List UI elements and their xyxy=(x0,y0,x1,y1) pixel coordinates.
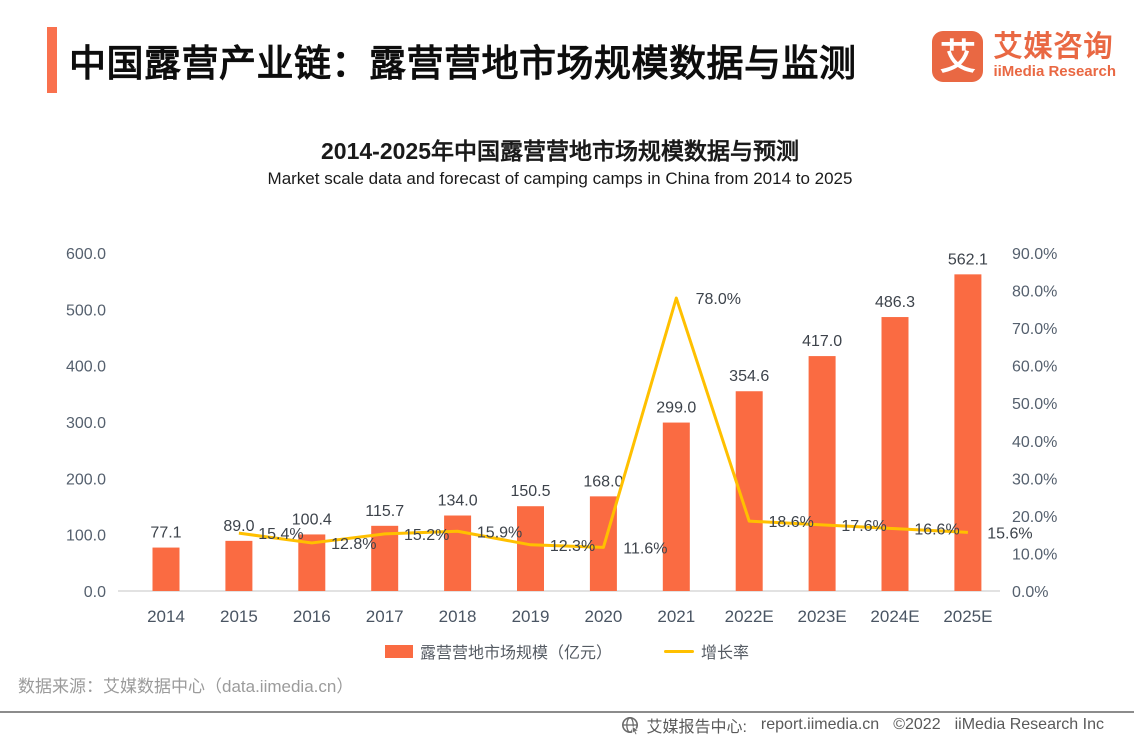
legend-item-market-scale: 露营营地市场规模（亿元） xyxy=(384,639,612,663)
growth-rate-label: 16.6% xyxy=(914,522,959,539)
bar-2023E xyxy=(808,356,836,591)
right-axis-tick: 80.0% xyxy=(1012,284,1057,301)
bar-value-label: 77.1 xyxy=(150,525,181,542)
bar-value-label: 562.1 xyxy=(948,251,988,268)
page-title: 中国露营产业链：露营营地市场规模数据与监测 xyxy=(69,43,857,84)
chart-title: 2014-2025年中国露营营地市场规模数据与预测 xyxy=(321,138,799,164)
growth-rate-label: 11.6% xyxy=(623,540,667,557)
x-axis-label: 2019 xyxy=(512,607,550,626)
growth-rate-label: 15.6% xyxy=(987,525,1032,542)
left-axis-tick: 600.0 xyxy=(66,246,106,263)
bar-2024E xyxy=(881,317,909,591)
bar-series-swatch xyxy=(384,644,413,658)
right-axis-tick: 70.0% xyxy=(1012,321,1057,338)
bar-value-label: 150.5 xyxy=(510,483,550,500)
growth-rate-label: 15.2% xyxy=(404,527,449,544)
iimedia-logo: 艾 艾媒咨询 iiMedia Research xyxy=(932,31,1116,82)
bar-2014 xyxy=(152,547,180,591)
right-axis-tick: 50.0% xyxy=(1012,396,1057,413)
left-axis-tick: 400.0 xyxy=(66,359,106,376)
left-axis-tick: 300.0 xyxy=(66,415,106,432)
right-axis-tick: 40.0% xyxy=(1012,434,1057,451)
x-axis-label: 2014 xyxy=(147,607,185,626)
bar-2025E xyxy=(954,274,982,591)
bar-2021 xyxy=(662,422,690,591)
bar-2018 xyxy=(444,515,472,591)
x-axis-label: 2023E xyxy=(798,607,847,626)
right-axis-tick: 30.0% xyxy=(1012,471,1057,488)
growth-rate-label: 17.6% xyxy=(841,518,886,535)
bar-value-label: 168.0 xyxy=(583,473,623,490)
bar-value-label: 134.0 xyxy=(438,493,478,510)
growth-rate-label: 78.0% xyxy=(696,291,741,308)
left-axis-tick: 500.0 xyxy=(66,302,106,319)
bottom-bar: 艾媒报告中心: report.iimedia.cn ©2022 iiMedia … xyxy=(0,711,1134,737)
right-axis-tick: 10.0% xyxy=(1012,546,1057,563)
copyright: ©2022 xyxy=(893,716,941,733)
bar-2015 xyxy=(225,540,253,591)
x-axis-label: 2016 xyxy=(293,607,331,626)
report-center-url: report.iimedia.cn xyxy=(760,716,880,733)
legend-label: 增长率 xyxy=(701,645,750,662)
bar-value-label: 100.4 xyxy=(292,511,332,528)
bar-value-label: 299.0 xyxy=(656,400,696,417)
x-axis-label: 2018 xyxy=(439,607,477,626)
x-axis-label: 2024E xyxy=(870,607,919,626)
bar-value-label: 115.7 xyxy=(365,503,404,520)
legend-item-growth-rate: 增长率 xyxy=(664,639,749,663)
x-axis-label: 2022E xyxy=(725,607,774,626)
left-axis-tick: 200.0 xyxy=(66,471,106,488)
growth-rate-label: 12.8% xyxy=(331,536,376,553)
globe-cursor-icon xyxy=(621,716,640,735)
x-axis-label: 2025E xyxy=(943,607,992,626)
bar-value-label: 486.3 xyxy=(875,294,915,311)
right-axis-tick: 20.0% xyxy=(1012,509,1057,526)
right-axis-tick: 0.0% xyxy=(1012,584,1048,601)
left-axis-tick: 0.0 xyxy=(84,584,106,601)
title-accent-bar xyxy=(47,27,57,93)
growth-rate-label: 18.6% xyxy=(769,514,814,531)
chart-subtitle: Market scale data and forecast of campin… xyxy=(267,169,853,188)
bar-value-label: 417.0 xyxy=(802,333,842,350)
iimedia-logo-icon: 艾 xyxy=(932,31,984,82)
logo-name-en: iiMedia Research xyxy=(993,63,1116,81)
logo-name-cn: 艾媒咨询 xyxy=(993,31,1114,63)
growth-rate-label: 15.4% xyxy=(258,526,303,543)
data-source-note: 数据来源：艾媒数据中心（data.iimedia.cn） xyxy=(18,677,354,696)
bar-value-label: 89.0 xyxy=(223,518,254,535)
bar-2019 xyxy=(517,506,544,591)
left-axis-tick: 100.0 xyxy=(66,528,106,545)
bar-2017 xyxy=(371,525,399,591)
chart-legend: 露营营地市场规模（亿元） 增长率 xyxy=(0,639,1134,663)
x-axis-label: 2017 xyxy=(366,607,404,626)
growth-rate-label: 15.9% xyxy=(477,524,522,541)
x-axis-label: 2015 xyxy=(220,607,258,626)
growth-rate-label: 12.3% xyxy=(550,538,595,555)
report-center-label: 艾媒报告中心: xyxy=(646,719,747,736)
bar-value-label: 354.6 xyxy=(729,368,769,385)
growth-rate-line xyxy=(238,296,968,549)
iimedia-logo-text: 艾媒咨询 iiMedia Research xyxy=(993,31,1116,81)
x-axis-label: 2021 xyxy=(657,607,695,626)
right-axis-tick: 60.0% xyxy=(1012,359,1057,376)
legend-label: 露营营地市场规模（亿元） xyxy=(419,645,612,662)
x-axis-label: 2020 xyxy=(584,607,622,626)
right-axis-tick: 90.0% xyxy=(1012,246,1057,263)
line-series-swatch xyxy=(664,649,694,653)
company-name: iiMedia Research Inc xyxy=(954,716,1104,733)
